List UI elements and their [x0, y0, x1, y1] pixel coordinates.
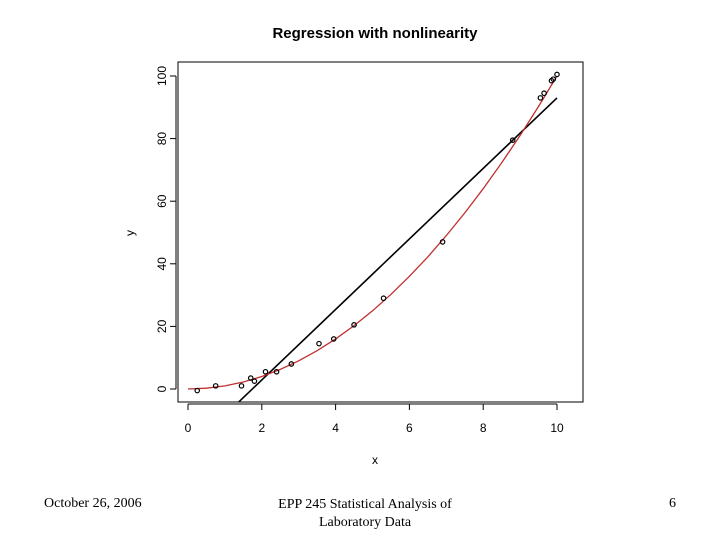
regression-chart: Regression with nonlinearity x y 0 2 4 6 8 10… [123, 25, 584, 467]
data-points [194, 71, 560, 394]
x-tick-label: 0 [185, 421, 192, 435]
y-tick-label: 0 [155, 385, 169, 392]
data-point [537, 95, 544, 101]
data-point [251, 378, 258, 384]
x-tick-label: 8 [480, 421, 487, 435]
footer-course-line2: Laboratory Data [318, 515, 412, 530]
data-point [541, 90, 547, 97]
linear-fit-line [237, 97, 558, 402]
fit-lines [187, 75, 558, 402]
data-point [380, 295, 387, 302]
data-point [247, 375, 254, 381]
data-point [550, 76, 557, 82]
x-axis: 0 2 4 6 8 10 [185, 403, 564, 435]
x-tick-label: 2 [258, 421, 265, 435]
footer-course-line1: EPP 245 Statistical Analysis of [278, 497, 452, 512]
data-point [316, 340, 322, 347]
data-point [238, 383, 245, 389]
plot-frame [177, 61, 584, 403]
y-tick-label: 40 [155, 257, 169, 271]
data-point [509, 137, 516, 143]
data-point [273, 368, 280, 375]
footer-date: October 26, 2006 [44, 496, 142, 511]
data-point [194, 387, 201, 394]
chart-title: Regression with nonlinearity [272, 25, 478, 42]
data-point [288, 361, 295, 367]
data-point [212, 383, 219, 389]
x-tick-label: 10 [550, 421, 564, 435]
x-axis-label: x [372, 453, 378, 467]
data-point [262, 368, 269, 375]
y-axis: 0 20 40 60 80 100 [155, 66, 177, 392]
footer-course: EPP 245 Statistical Analysis of Laborato… [240, 496, 490, 532]
data-point [351, 322, 357, 328]
x-tick-label: 6 [406, 421, 413, 435]
y-tick-label: 80 [155, 132, 169, 146]
data-point [330, 336, 337, 342]
footer-page-number: 6 [669, 496, 676, 511]
x-tick-label: 4 [332, 421, 339, 435]
data-point [554, 71, 560, 78]
y-axis-label: y [123, 230, 137, 236]
data-point [439, 239, 446, 245]
y-tick-label: 100 [155, 66, 169, 86]
y-tick-label: 60 [155, 194, 169, 208]
quadratic-fit-curve [187, 75, 558, 390]
y-tick-label: 20 [155, 319, 169, 333]
